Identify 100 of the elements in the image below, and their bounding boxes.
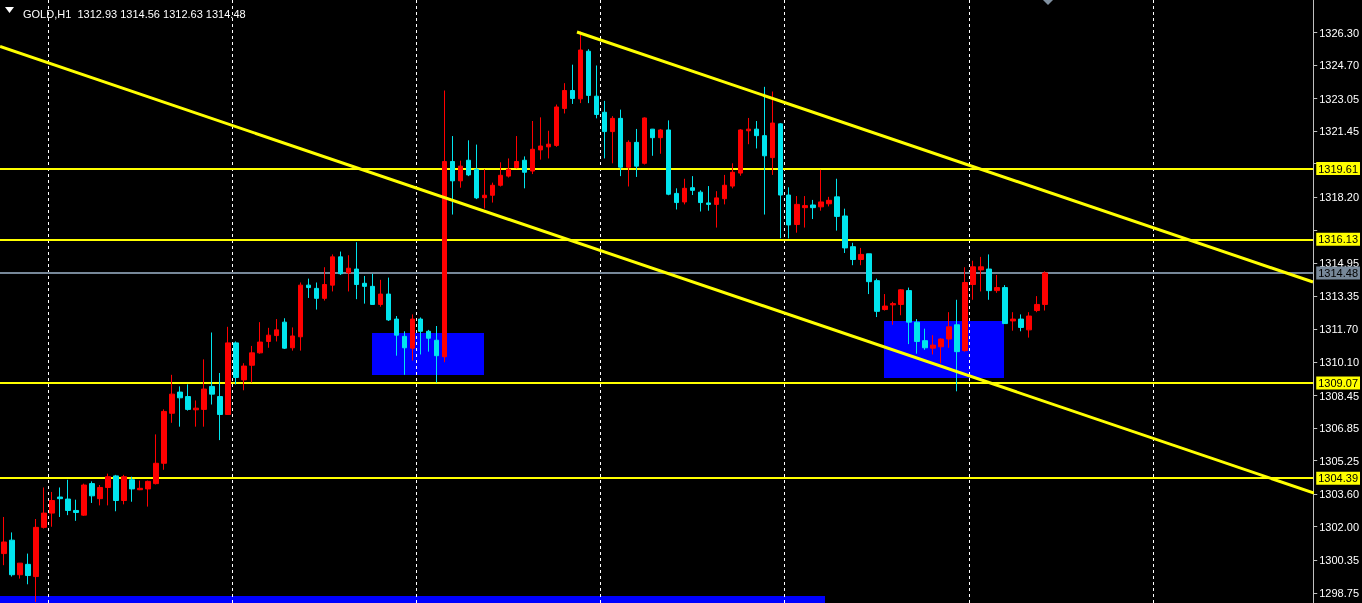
candlestick — [105, 473, 111, 506]
candlestick — [938, 337, 944, 364]
candlestick — [274, 318, 279, 342]
candlestick — [930, 334, 936, 355]
candlestick — [994, 274, 1000, 294]
candlestick — [257, 321, 263, 355]
candlestick — [1042, 270, 1048, 312]
candlestick — [858, 247, 864, 266]
candlestick — [746, 117, 751, 145]
candlestick — [730, 162, 735, 189]
candlestick — [241, 362, 247, 391]
ref-line-label: 1304.39 — [1318, 472, 1358, 485]
candlestick — [153, 433, 159, 485]
candlestick — [161, 408, 167, 471]
candlestick — [81, 483, 87, 517]
candlestick — [418, 316, 423, 355]
candlestick — [602, 100, 607, 159]
candlestick — [650, 128, 655, 157]
y-tick-label: 1321.45 — [1319, 125, 1359, 138]
candlestick — [282, 317, 287, 350]
y-tick-label: 1326.30 — [1319, 26, 1359, 39]
candlestick — [25, 553, 31, 585]
candlestick — [217, 372, 223, 441]
y-tick-label: 1324.70 — [1319, 59, 1359, 72]
candlestick — [850, 242, 856, 266]
candlestick — [674, 187, 679, 210]
candlestick — [826, 196, 832, 207]
candlestick — [754, 120, 759, 149]
candlestick — [722, 174, 727, 205]
candlestick — [354, 241, 359, 300]
candlestick — [594, 64, 599, 119]
candlestick — [770, 91, 775, 176]
candlestick — [898, 288, 904, 316]
candlestick — [9, 531, 15, 578]
candlestick — [546, 130, 551, 159]
candlestick — [57, 486, 63, 518]
candlestick — [1018, 313, 1024, 332]
candlestick — [834, 178, 840, 232]
candlestick — [33, 518, 39, 603]
y-tick-label: 1305.25 — [1319, 454, 1359, 467]
candlestick — [482, 168, 487, 209]
candlestick — [498, 161, 503, 187]
candlestick — [474, 144, 479, 200]
candlestick — [65, 479, 71, 516]
candlestick — [466, 139, 471, 177]
candlestick — [434, 325, 439, 384]
candlestick — [514, 135, 519, 169]
candlestick — [738, 128, 743, 177]
ref-line-label: 1316.13 — [1318, 233, 1358, 246]
candlestick — [778, 122, 783, 239]
y-tick-label: 1310.10 — [1319, 356, 1359, 368]
candlestick — [145, 480, 151, 508]
candlestick — [298, 281, 303, 352]
candlestick — [810, 199, 816, 220]
y-tick-label: 1311.70 — [1319, 323, 1359, 336]
candlestick — [954, 299, 960, 392]
candlestick — [201, 358, 207, 428]
candlestick — [554, 104, 559, 148]
candlestick — [442, 90, 447, 363]
candlestick — [986, 253, 992, 301]
y-tick-label: 1313.35 — [1319, 289, 1359, 302]
candlestick — [522, 155, 527, 189]
candlestick — [946, 311, 952, 349]
candlestick — [346, 254, 351, 292]
y-tick-label: 1298.75 — [1319, 586, 1359, 599]
ref-line-label: 1309.07 — [1318, 376, 1358, 389]
candlestick — [706, 185, 711, 212]
candlestick — [906, 287, 912, 345]
candlestick — [658, 128, 663, 155]
candlestick — [882, 293, 888, 312]
candlestick — [1026, 311, 1032, 339]
y-tick-label: 1303.60 — [1319, 488, 1359, 501]
candlestick — [914, 318, 920, 355]
ref-line-label: 1319.61 — [1318, 162, 1358, 175]
candlestick — [970, 260, 976, 301]
candlestick — [209, 332, 215, 406]
candlestick — [89, 480, 95, 504]
candlestick — [618, 109, 623, 177]
candlestick — [49, 491, 55, 528]
candlestick — [338, 251, 343, 276]
candlestick — [129, 476, 135, 503]
text: GOLD,H1 1312.93 1314.56 1312.63 1314.48 — [23, 7, 246, 20]
candlestick — [362, 275, 367, 305]
candlestick — [698, 189, 703, 213]
candlestick — [634, 128, 639, 178]
candlestick — [370, 273, 375, 305]
candlestick — [690, 175, 695, 196]
candlestick — [570, 64, 575, 105]
candlestick — [586, 48, 591, 104]
candlestick — [402, 330, 407, 376]
candlestick — [794, 195, 800, 234]
candlestick — [169, 374, 175, 424]
candlestick — [978, 256, 984, 292]
y-tick-label: 1323.05 — [1319, 92, 1359, 105]
candlestick — [386, 277, 391, 322]
candlestick — [762, 86, 767, 216]
candlestick — [306, 278, 311, 299]
candlestick — [626, 139, 631, 187]
y-tick-label: 1318.20 — [1319, 191, 1359, 204]
candlestick — [874, 278, 880, 318]
